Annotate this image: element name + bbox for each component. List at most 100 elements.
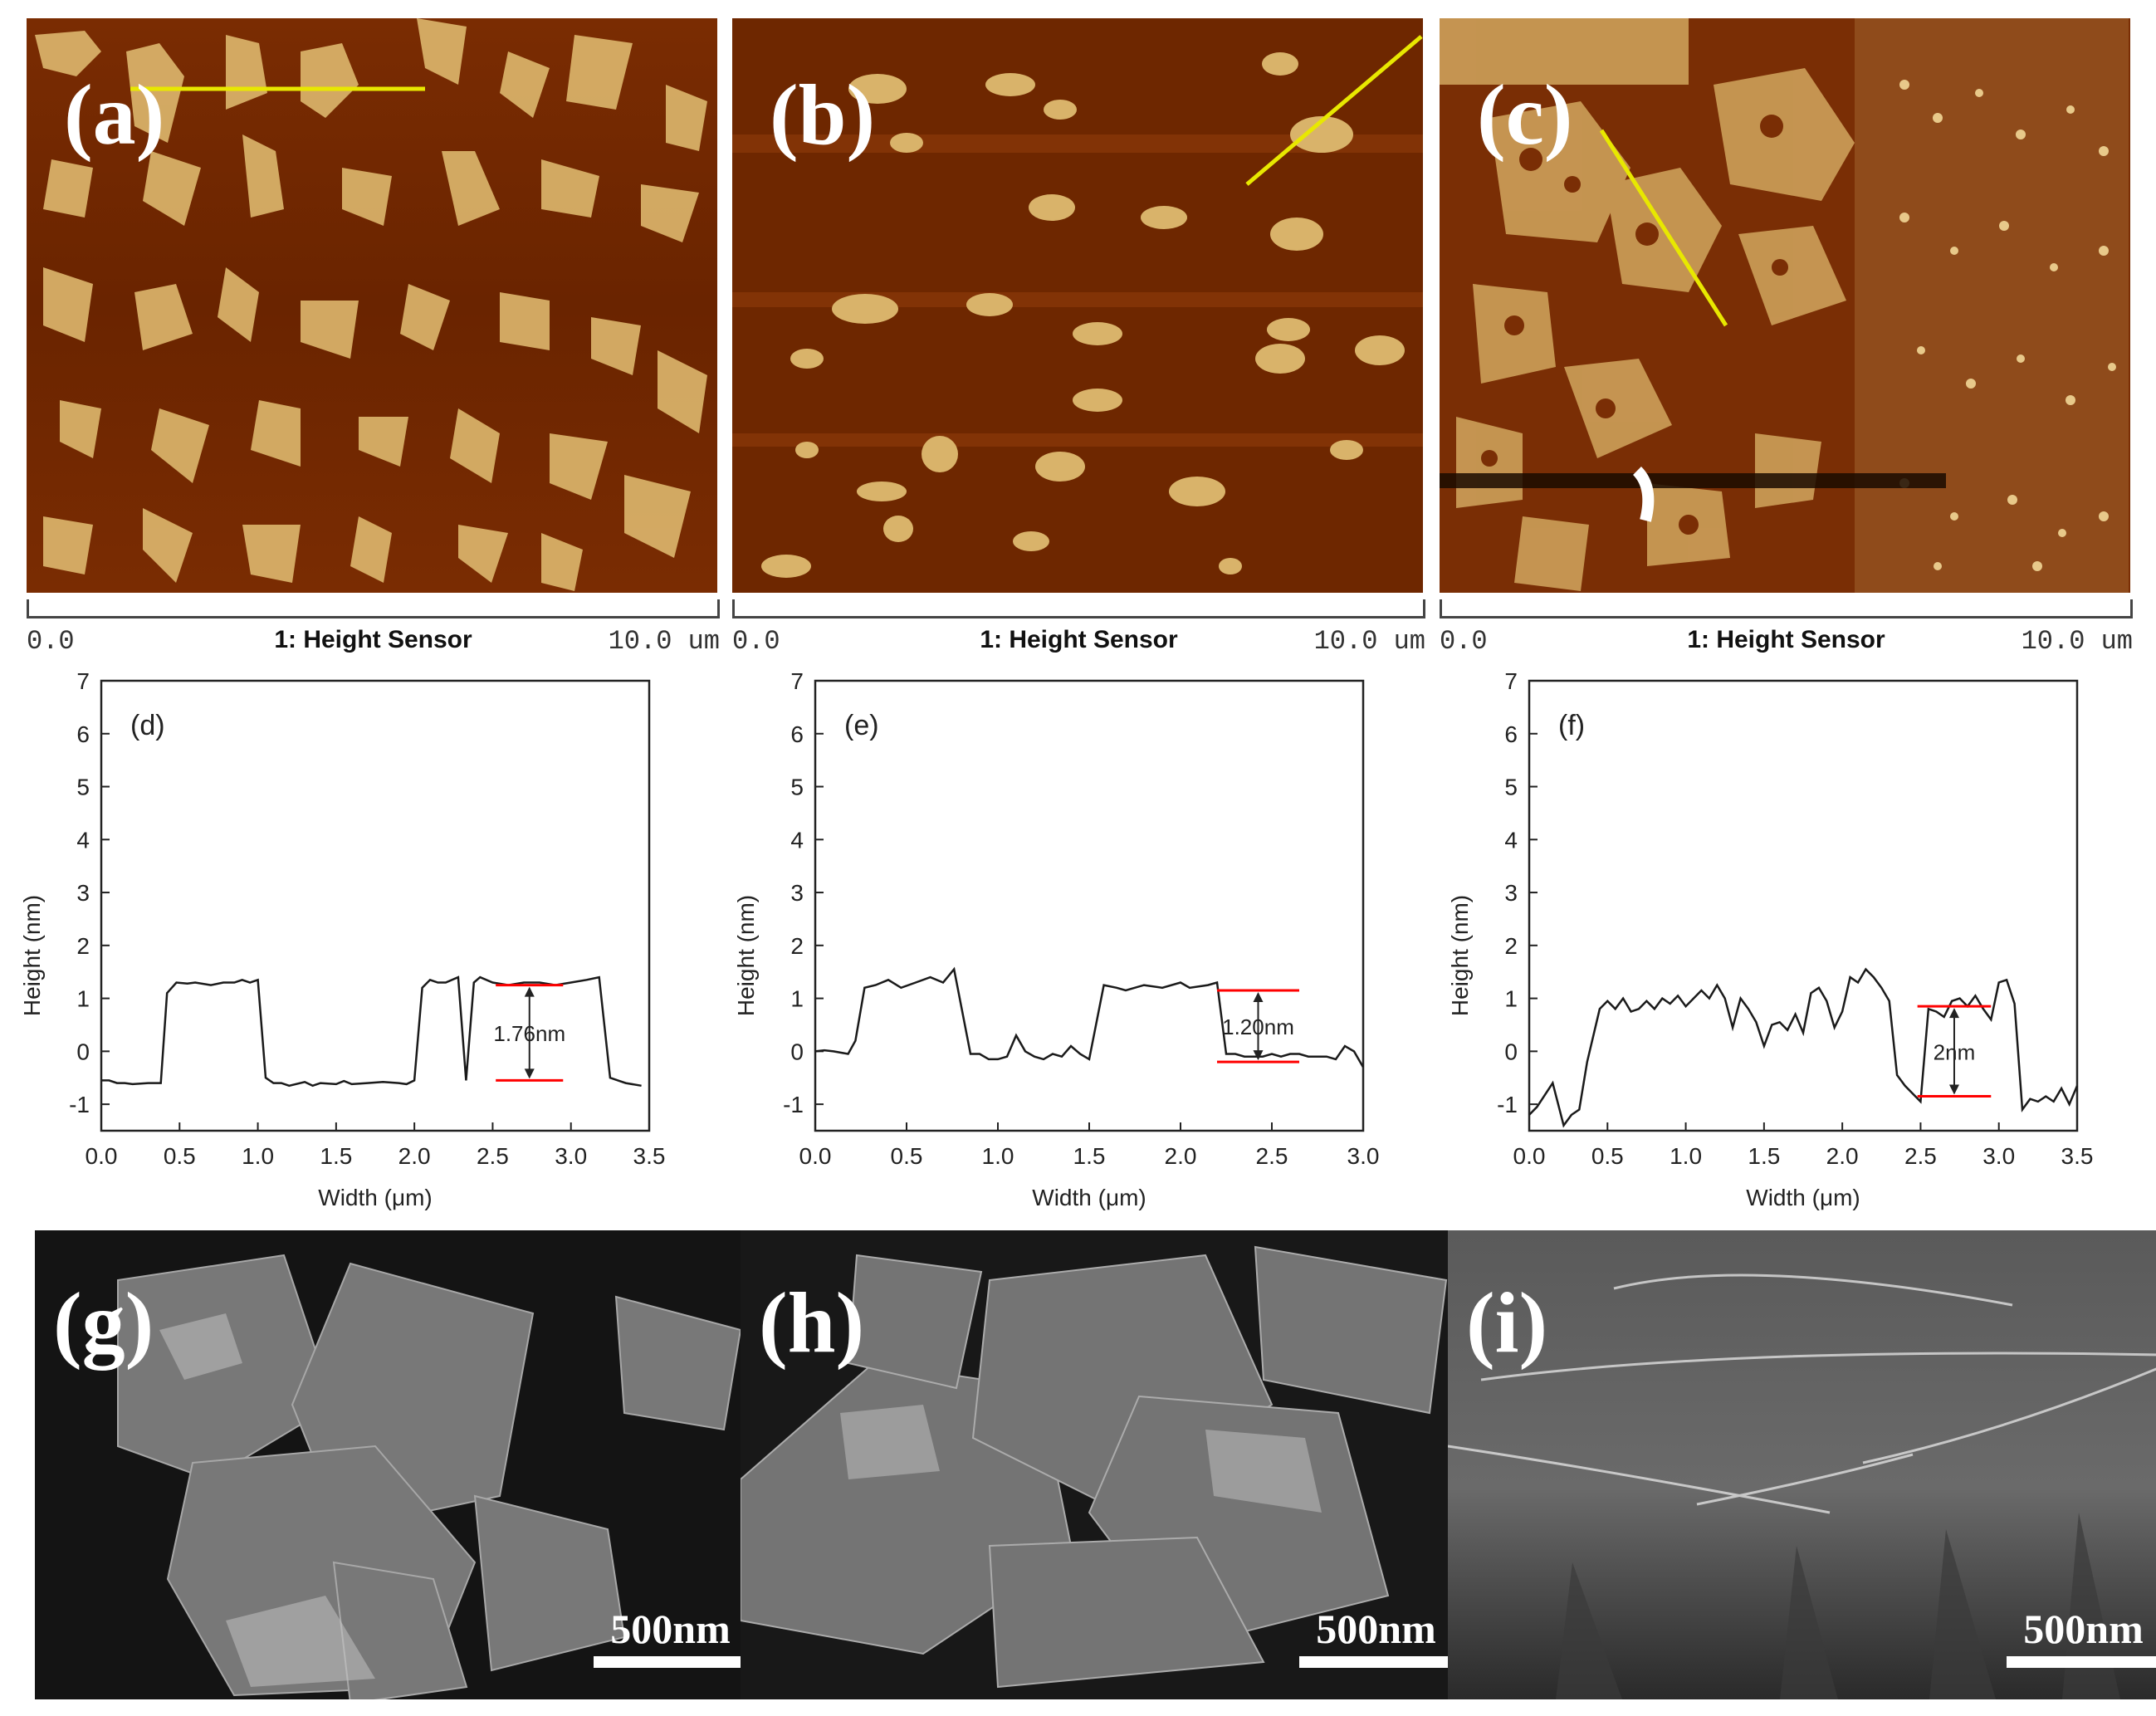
profile-line-c [1599,129,1728,327]
y-tick-label: 4 [790,827,804,853]
x-tick-label: 3.5 [633,1143,666,1169]
scale-end: 10.0 um [1313,626,1425,657]
sem-scale-bar-g: 500nm [594,1608,747,1668]
profile-line-b [1245,35,1423,186]
y-tick-label: 5 [1504,775,1518,800]
x-axis-title: Width (μm) [1746,1185,1860,1210]
scale-end: 10.0 um [608,626,720,657]
x-tick-label: 2.0 [1165,1143,1197,1169]
afm-height-map-c [1440,18,2130,593]
plot-frame [100,679,651,1132]
afm-height-map-a [27,18,717,593]
y-axis-title: Height (nm) [19,895,45,1016]
afm-scale-c: 0.0 1: Height Sensor 10.0 um [1440,599,2133,657]
sem-micrograph-g [35,1230,765,1699]
x-tick-label: 0.5 [891,1143,923,1169]
y-tick-label: 0 [76,1039,90,1064]
height-profile-series [1528,967,2079,1128]
height-profile-e: -1 0 1 2 3 4 5 6 7 0.0 0.5 1.0 1.5 2.0 2.5 3.0 Width (μm… [714,664,1428,1212]
afm-image-a: (a) [27,18,717,593]
sem-scale-bar-h: 500nm [1299,1608,1453,1668]
plot-frame [814,679,1365,1132]
y-tick-label: 3 [76,880,90,906]
panel-label: (e) [844,710,879,741]
sem-image-i: (i) 500nm [1448,1230,2156,1699]
x-tick-label: 3.0 [555,1143,587,1169]
sem-micrograph-h [741,1230,1471,1699]
scale-start: 0.0 [1440,626,1488,657]
y-tick-label: 0 [1504,1039,1518,1064]
y-tick-label: 6 [790,721,804,747]
x-tick-label: 0.0 [86,1143,118,1169]
panel-label: (f) [1558,710,1585,741]
x-tick-label: 2.0 [398,1143,431,1169]
scale-bar-label: 500nm [610,1606,731,1652]
y-tick-label: 6 [76,721,90,747]
annotation-arrowhead-up [1948,1008,1959,1019]
y-tick-label: 4 [1504,827,1518,853]
panel-label-a: (a) [64,67,165,163]
x-tick-label: 2.0 [1826,1143,1859,1169]
x-tick-label: 2.5 [1256,1143,1288,1169]
y-tick-label: -1 [1497,1092,1518,1117]
y-tick-label: 0 [790,1039,804,1064]
chart-e: -1 0 1 2 3 4 5 6 7 0.0 0.5 1.0 1.5 2.0 2.5 3.0 Width (μm… [733,668,1379,1210]
height-profile-series [101,975,642,1088]
y-tick-label: 5 [76,775,90,800]
annotation-arrowhead-up [1253,992,1264,1003]
scale-bar-line [594,1656,747,1668]
x-axis-title: Width (μm) [318,1185,432,1210]
annotation-arrowhead-up [524,986,535,997]
height-profile-series [814,966,1365,1068]
plot-frame [1528,679,2079,1132]
scale-axis-line [732,599,1425,618]
y-tick-label: 2 [76,933,90,959]
x-tick-label: 1.0 [242,1143,274,1169]
y-tick-label: 7 [76,668,90,694]
y-tick-label: 7 [790,668,804,694]
channel-label: 1: Height Sensor [1687,626,1885,653]
height-profile-f: -1 0 1 2 3 4 5 6 7 0.0 0.5 1.0 1.5 2.0 2.5 3.0 3.5 Width … [1428,664,2142,1212]
panel-label-b: (b) [770,67,876,163]
y-tick-label: 7 [1504,668,1518,694]
x-tick-label: 2.5 [1904,1143,1937,1169]
x-tick-label: 3.5 [2061,1143,2094,1169]
y-tick-label: -1 [783,1092,804,1117]
sem-scale-bar-i: 500nm [2007,1608,2156,1668]
scale-axis-line [27,599,720,618]
y-tick-label: 3 [1504,880,1518,906]
panel-label-g: (g) [53,1275,154,1371]
x-tick-label: 3.0 [1982,1143,2015,1169]
panel-label-c: (c) [1477,67,1573,163]
y-tick-label: 5 [790,775,804,800]
y-tick-label: 3 [790,880,804,906]
panel-label-h: (h) [759,1275,865,1371]
scale-bar-label: 500nm [1316,1606,1436,1652]
scale-start: 0.0 [732,626,780,657]
y-axis-title: Height (nm) [733,895,759,1016]
scale-bar-label: 500nm [2023,1606,2144,1652]
annotation-label: 1.20nm [1222,1014,1294,1039]
sem-image-g: (g) 500nm [35,1230,765,1699]
height-profile-d: -1 0 1 2 3 4 5 6 7 0.0 0.5 1.0 1.5 2.0 2.5 3.0 3.5 Width … [0,664,714,1212]
y-axis-title: Height (nm) [1447,895,1473,1016]
y-tick-label: 1 [1504,986,1518,1012]
afm-image-b: (b) [732,18,1423,593]
x-tick-label: 1.0 [982,1143,1014,1169]
chart-d: -1 0 1 2 3 4 5 6 7 0.0 0.5 1.0 1.5 2.0 2.5 3.0 3.5 Width … [19,668,666,1210]
sem-image-h: (h) 500nm [741,1230,1471,1699]
y-tick-label: 2 [790,933,804,959]
y-tick-label: 1 [790,986,804,1012]
y-tick-label: 6 [1504,721,1518,747]
x-tick-label: 1.5 [1073,1143,1106,1169]
chart-f: -1 0 1 2 3 4 5 6 7 0.0 0.5 1.0 1.5 2.0 2.5 3.0 3.5 Width … [1447,668,2094,1210]
afm-image-c: (c) [1440,18,2130,593]
scale-bar-line [1299,1656,1453,1668]
x-tick-label: 1.0 [1670,1143,1702,1169]
x-tick-label: 0.5 [1591,1143,1624,1169]
annotation-arrowhead-down [1948,1084,1959,1095]
channel-label: 1: Height Sensor [980,626,1178,653]
scale-end: 10.0 um [2021,626,2133,657]
channel-label: 1: Height Sensor [274,626,472,653]
x-tick-label: 1.5 [320,1143,352,1169]
